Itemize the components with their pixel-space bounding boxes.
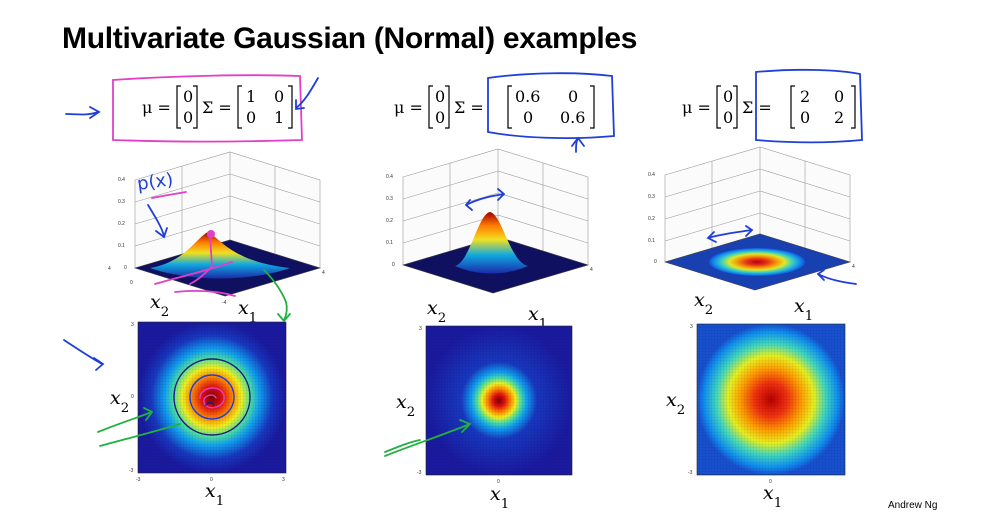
svg-text:-3: -3 — [688, 470, 693, 476]
svg-text:0.3: 0.3 — [648, 194, 655, 200]
svg-text:0.1: 0.1 — [386, 240, 393, 246]
sigma-entry: 0 — [834, 87, 844, 106]
sigma-entry: 1 — [246, 87, 256, 106]
x2-axis-label: x2 — [150, 291, 169, 320]
sigma-entry: 0 — [800, 108, 810, 127]
svg-text:0.4: 0.4 — [648, 172, 655, 178]
x1-axis-label: x1 — [794, 295, 813, 324]
svg-text:0: 0 — [392, 262, 395, 268]
slide-title: Multivariate Gaussian (Normal) examples — [62, 22, 638, 55]
svg-text:0.3: 0.3 — [386, 196, 393, 202]
x1-axis-label: x1 — [238, 297, 257, 326]
surface-plot-3 — [663, 146, 852, 291]
svg-text:0: 0 — [131, 394, 134, 400]
sigma-symbol: Σ = — [742, 98, 772, 117]
surface-plot-1-ticks: 0.4 0.3 0.2 0.1 0 4 0 4 -4 — [108, 177, 325, 306]
formula-example-1: μ = 0 0 Σ = 1 0 0 1 — [142, 85, 293, 129]
contour-ticks-3: 3 -3 0 — [688, 324, 772, 485]
mu-entry: 0 — [183, 108, 193, 127]
x2-axis-label: x2 — [110, 387, 129, 416]
contour-plot-1 — [137, 321, 287, 474]
sigma-entry: 0.6 — [515, 87, 540, 106]
svg-text:0: 0 — [769, 479, 772, 485]
x2-axis-label: x2 — [666, 389, 685, 418]
svg-text:3: 3 — [131, 322, 134, 328]
svg-text:4: 4 — [108, 266, 111, 272]
formula-example-2: μ = 0 0 Σ = 0.6 0 0 0.6 — [394, 85, 595, 129]
x1-axis-label: x1 — [490, 483, 509, 512]
mu-entry: 0 — [723, 108, 733, 127]
svg-text:0.1: 0.1 — [118, 243, 125, 249]
x1-axis-label: x1 — [205, 480, 224, 509]
author-credit: Andrew Ng — [888, 500, 938, 511]
svg-text:0.4: 0.4 — [386, 174, 393, 180]
x2-axis-label: x2 — [427, 297, 446, 326]
surface-plot-2 — [401, 148, 590, 294]
mu-entry: 0 — [183, 87, 193, 106]
svg-text:0: 0 — [130, 280, 133, 286]
svg-text:-4: -4 — [222, 300, 227, 306]
svg-text:0: 0 — [210, 477, 213, 483]
contour-ticks-2: 3 -3 0 — [417, 326, 500, 485]
mu-symbol: μ = — [394, 98, 423, 117]
sigma-entry: 1 — [274, 108, 284, 127]
surface-plot-1 — [133, 151, 322, 297]
surface-plot-3-ticks: 0.4 0.3 0.2 0.1 0 4 — [648, 172, 855, 270]
contour-lines — [173, 358, 251, 436]
sigma-symbol: Σ = — [202, 98, 232, 117]
green-annotations — [97, 269, 472, 457]
mu-entry: 0 — [723, 87, 733, 106]
x2-axis-label: x2 — [694, 289, 713, 318]
svg-text:4: 4 — [322, 270, 325, 276]
sigma-symbol: Σ = — [454, 98, 484, 117]
svg-text:0.2: 0.2 — [386, 218, 393, 224]
x2-axis-label: x2 — [396, 391, 415, 420]
mu-entry: 0 — [435, 87, 445, 106]
svg-text:3: 3 — [419, 326, 422, 332]
svg-text:0.2: 0.2 — [648, 216, 655, 222]
p-of-x-annotation: p(x) — [136, 169, 175, 195]
svg-text:-3: -3 — [136, 477, 141, 483]
x1-axis-label: x1 — [763, 482, 782, 511]
formula-example-3: μ = 0 0 Σ = 2 0 0 2 — [682, 85, 856, 129]
blue-annotations — [63, 68, 863, 371]
sigma-entry: 0 — [274, 87, 284, 106]
contour-plot-2 — [425, 325, 573, 476]
svg-text:3: 3 — [282, 477, 285, 483]
svg-text:0.4: 0.4 — [118, 177, 125, 183]
svg-text:0: 0 — [124, 265, 127, 271]
x1-axis-label: x1 — [528, 303, 547, 332]
svg-text:4: 4 — [590, 267, 593, 273]
svg-text:0: 0 — [497, 479, 500, 485]
svg-text:0.1: 0.1 — [648, 238, 655, 244]
pink-annotations — [112, 74, 303, 297]
sigma-entry: 2 — [800, 87, 810, 106]
svg-text:0.2: 0.2 — [118, 221, 125, 227]
mu-symbol: μ = — [142, 98, 171, 117]
svg-text:-3: -3 — [129, 468, 134, 474]
sigma-entry: 0.6 — [560, 108, 585, 127]
mu-entry: 0 — [435, 108, 445, 127]
contour-plot-3 — [696, 323, 846, 476]
mu-symbol: μ = — [682, 98, 711, 117]
sigma-entry: 0 — [523, 108, 533, 127]
surface-plot-2-ticks: 0.4 0.3 0.2 0.1 0 4 — [386, 174, 593, 273]
svg-text:0: 0 — [654, 259, 657, 265]
svg-text:-3: -3 — [417, 470, 422, 476]
svg-text:0.3: 0.3 — [118, 199, 125, 205]
sigma-entry: 2 — [834, 108, 844, 127]
sigma-entry: 0 — [246, 108, 256, 127]
svg-text:3: 3 — [690, 324, 693, 330]
sigma-entry: 0 — [568, 87, 578, 106]
contour-ticks-1: 3 0 -3 -3 0 3 — [129, 322, 285, 483]
svg-text:4: 4 — [852, 264, 855, 270]
